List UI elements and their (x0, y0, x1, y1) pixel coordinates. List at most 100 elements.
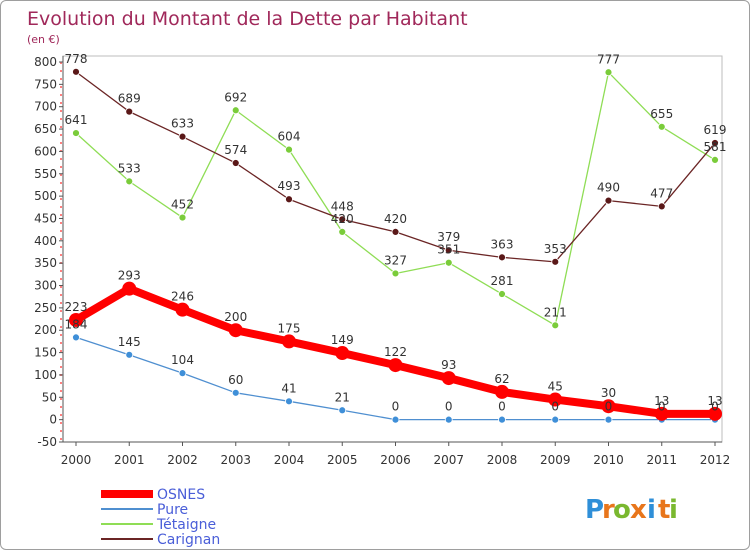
data-label-osnes: 62 (494, 372, 509, 386)
x-tick-label: 2009 (540, 453, 571, 467)
data-point-carignan (285, 195, 293, 204)
data-label-osnes: 246 (171, 290, 194, 304)
chart-title: Evolution du Montant de la Dette par Hab… (27, 8, 468, 30)
y-tick-label: 50 (42, 390, 57, 404)
data-point-pure (391, 415, 400, 424)
x-tick-label: 2003 (220, 453, 251, 467)
data-label-pure: 184 (65, 317, 88, 331)
data-point-pure (178, 369, 187, 378)
data-point-carignan (338, 215, 347, 224)
data-label-pure: 104 (171, 353, 194, 367)
y-tick-label: 300 (34, 279, 57, 293)
y-tick-label: 150 (34, 346, 57, 360)
data-point-tetaigne (178, 213, 187, 222)
axes: -500501001502002503003504004505005506006… (34, 55, 730, 467)
x-tick-label: 2012 (700, 453, 731, 467)
data-label-osnes: 122 (384, 345, 407, 359)
data-point-pure (125, 350, 134, 359)
data-point-osnes (69, 312, 83, 327)
logo-letter: x (630, 495, 647, 525)
data-point-pure (285, 397, 293, 406)
data-label-osnes: 175 (278, 321, 301, 335)
data-point-carignan (657, 202, 666, 211)
legend-entry-label: OSNES (157, 487, 205, 503)
y-tick-label: 700 (34, 100, 57, 114)
data-label-pure: 0 (445, 400, 453, 414)
data-label-tetaigne: 533 (118, 161, 141, 175)
data-point-pure (498, 415, 506, 424)
x-tick-label: 2010 (593, 453, 624, 467)
data-label-carignan: 490 (597, 181, 620, 195)
data-label-tetaigne: 211 (544, 305, 567, 319)
x-tick-label: 2006 (380, 453, 411, 467)
y-tick-label: 800 (34, 55, 57, 69)
y-tick-label: 550 (34, 167, 57, 181)
x-tick-label: 2004 (274, 453, 305, 467)
y-tick-label: 200 (34, 323, 57, 337)
data-label-pure: 0 (498, 400, 506, 414)
data-label-tetaigne: 692 (224, 90, 247, 104)
x-tick-label: 2001 (114, 453, 145, 467)
data-label-carignan: 633 (171, 117, 194, 131)
legend-entry-label: Pure (157, 502, 188, 518)
series-layer (69, 67, 722, 424)
data-label-carignan: 448 (331, 199, 354, 213)
data-point-pure (604, 415, 613, 424)
data-label-carignan: 420 (384, 212, 407, 226)
proxiti-logo: Pro x i ti (585, 495, 678, 525)
data-label-pure: 0 (392, 400, 400, 414)
data-point-osnes (388, 358, 403, 373)
data-label-carignan: 379 (437, 230, 460, 244)
data-label-carignan: 574 (224, 143, 247, 157)
data-point-pure (231, 388, 240, 397)
y-tick-label: 0 (49, 413, 57, 427)
data-point-carignan (178, 132, 187, 141)
logo-letter: t (658, 495, 670, 525)
data-label-carignan: 493 (278, 179, 301, 193)
logo-letter: i (669, 495, 678, 525)
data-point-carignan (391, 227, 400, 236)
data-point-osnes (228, 323, 243, 338)
data-point-osnes (654, 406, 669, 421)
data-point-osnes (335, 346, 350, 361)
data-label-osnes: 30 (601, 386, 616, 400)
data-label-tetaigne: 327 (384, 253, 407, 267)
data-point-tetaigne (444, 258, 453, 267)
data-label-tetaigne: 420 (331, 212, 354, 226)
data-point-tetaigne (391, 269, 400, 278)
x-tick-label: 2008 (487, 453, 518, 467)
data-point-tetaigne (125, 177, 134, 186)
data-point-osnes (495, 384, 509, 399)
data-point-tetaigne (285, 145, 293, 154)
data-point-pure (551, 415, 560, 424)
y-tick-label: 500 (34, 189, 57, 203)
data-point-tetaigne (72, 129, 80, 137)
unit-label: (en €) (27, 33, 60, 46)
data-label-tetaigne: 281 (491, 274, 514, 288)
data-label-pure: 145 (118, 335, 141, 349)
data-point-carignan (72, 67, 80, 76)
legend-entry-label: Tétaigne (156, 517, 216, 533)
data-point-pure (444, 415, 453, 424)
data-labels: 223 293 246 200 175 149 122 93 62 45 30 13 13 184 145 1… (65, 52, 727, 414)
x-tick-label: 2005 (327, 453, 358, 467)
data-label-osnes: 200 (224, 310, 247, 324)
data-label-pure: 41 (281, 381, 296, 395)
data-label-tetaigne: 655 (650, 107, 673, 121)
data-label-pure: 0 (605, 400, 613, 414)
logo-letter: r (602, 495, 615, 525)
data-point-osnes (601, 399, 616, 414)
y-tick-label: -50 (37, 435, 57, 449)
data-label-pure: 21 (335, 390, 350, 404)
data-point-carignan (604, 196, 613, 205)
data-label-osnes: 13 (654, 394, 669, 408)
data-point-carignan (125, 107, 134, 116)
legend-entry-label: Carignan (157, 532, 220, 548)
data-point-osnes (175, 302, 190, 317)
data-point-tetaigne (657, 122, 666, 131)
x-tick-label: 2007 (433, 453, 464, 467)
data-label-tetaigne: 777 (597, 52, 620, 66)
data-label-carignan: 477 (650, 186, 673, 200)
